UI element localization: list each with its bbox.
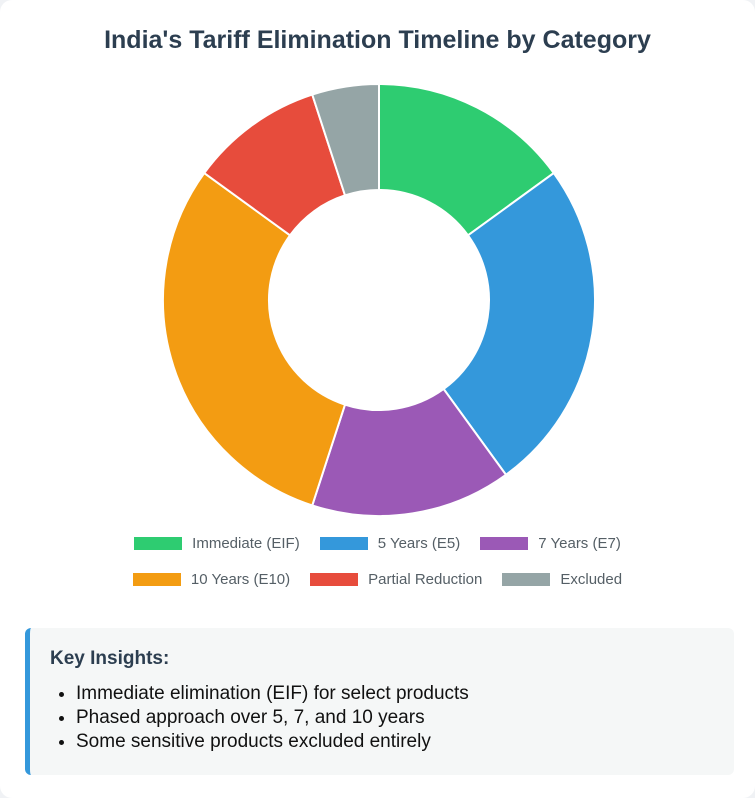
donut-slice-immediate-eif[interactable]: [378, 82, 556, 237]
legend-label: 7 Years (E7): [538, 535, 621, 552]
legend-label: Partial Reduction: [368, 571, 483, 588]
legend-item[interactable]: 7 Years (E7): [480, 535, 621, 552]
legend-swatch: [319, 537, 368, 550]
insight-item: Phased approach over 5, 7, and 10 years: [76, 706, 714, 730]
legend-swatch: [134, 537, 183, 550]
legend-item[interactable]: 5 Years (E5): [319, 535, 461, 552]
donut-slice-7-years-e7[interactable]: [310, 387, 508, 517]
legend-row-2: 10 Years (E10) Partial Reduction Excluded: [0, 571, 755, 588]
insights-panel: Key Insights: Immediate elimination (EIF…: [25, 628, 734, 775]
legend-item[interactable]: 10 Years (E10): [132, 571, 291, 588]
legend-swatch: [480, 537, 529, 550]
donut-slice-excluded[interactable]: [310, 82, 380, 197]
legend-item[interactable]: Partial Reduction: [310, 571, 482, 588]
donut-slice-10-years-e10[interactable]: [162, 171, 347, 507]
legend-label: 5 Years (E5): [377, 535, 461, 552]
chart-title: India's Tariff Elimination Timeline by C…: [104, 26, 651, 54]
insight-item: Immediate elimination (EIF) for select p…: [76, 682, 714, 706]
insight-item: Some sensitive products excluded entirel…: [76, 730, 714, 754]
legend-row-1: Immediate (EIF) 5 Years (E5) 7 Years (E7): [0, 535, 755, 552]
legend-swatch: [502, 573, 551, 586]
legend-label: Immediate (EIF): [192, 535, 300, 552]
donut-chart: [162, 82, 596, 517]
legend-item[interactable]: Excluded: [502, 571, 622, 588]
legend-label: 10 Years (E10): [190, 571, 291, 588]
legend-label: Excluded: [560, 571, 623, 588]
donut-slice-5-years-e5[interactable]: [442, 171, 596, 477]
insights-heading: Key Insights:: [50, 648, 170, 669]
legend-swatch: [310, 573, 359, 586]
legend-swatch: [132, 573, 181, 586]
insights-list: Immediate elimination (EIF) for select p…: [50, 682, 714, 754]
legend-item[interactable]: Immediate (EIF): [134, 535, 300, 552]
